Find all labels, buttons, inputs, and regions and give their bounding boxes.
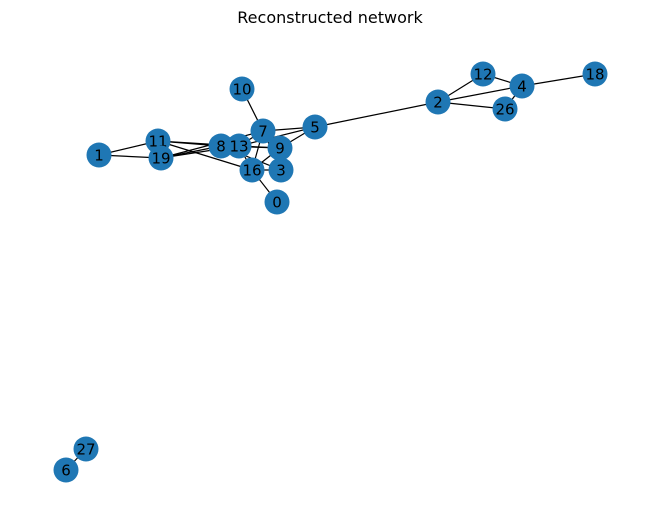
node-label-9: 9 xyxy=(275,140,285,158)
node-19: 19 xyxy=(148,145,174,171)
node-label-19: 19 xyxy=(151,150,170,168)
node-13: 13 xyxy=(226,133,252,159)
figure-title: Reconstructed network xyxy=(237,8,423,27)
node-12: 12 xyxy=(470,61,496,87)
node-circle-27 xyxy=(73,436,99,462)
node-2: 2 xyxy=(425,89,451,115)
node-circle-26 xyxy=(492,96,518,122)
node-circle-2 xyxy=(425,89,451,115)
node-label-6: 6 xyxy=(61,462,71,480)
node-8: 8 xyxy=(208,133,234,159)
edge-11-16 xyxy=(157,140,253,171)
node-circle-16 xyxy=(239,157,265,183)
edge-5-2 xyxy=(314,101,439,128)
edge-layer xyxy=(65,73,596,471)
node-label-7: 7 xyxy=(258,123,268,141)
node-circle-0 xyxy=(264,189,290,215)
node-27: 27 xyxy=(73,436,99,462)
node-3: 3 xyxy=(268,157,294,183)
node-4: 4 xyxy=(509,73,535,99)
node-circle-8 xyxy=(208,133,234,159)
node-circle-12 xyxy=(470,61,496,87)
node-circle-4 xyxy=(509,73,535,99)
node-label-26: 26 xyxy=(495,101,514,119)
node-circle-18 xyxy=(582,61,608,87)
node-circle-9 xyxy=(267,135,293,161)
node-16: 16 xyxy=(239,157,265,183)
node-label-3: 3 xyxy=(276,162,286,180)
node-label-1: 1 xyxy=(94,147,104,165)
node-circle-1 xyxy=(86,142,112,168)
node-circle-10 xyxy=(229,76,255,102)
node-26: 26 xyxy=(492,96,518,122)
node-18: 18 xyxy=(582,61,608,87)
node-label-16: 16 xyxy=(242,162,261,180)
node-circle-5 xyxy=(302,114,328,140)
node-10: 10 xyxy=(229,76,255,102)
node-label-18: 18 xyxy=(585,66,604,84)
node-label-5: 5 xyxy=(310,119,320,137)
node-1: 1 xyxy=(86,142,112,168)
node-label-2: 2 xyxy=(433,94,443,112)
node-9: 9 xyxy=(267,135,293,161)
node-6: 6 xyxy=(53,457,79,483)
node-label-10: 10 xyxy=(232,81,251,99)
node-label-27: 27 xyxy=(76,441,95,459)
node-circle-7 xyxy=(250,118,276,144)
node-label-4: 4 xyxy=(517,78,527,96)
node-label-8: 8 xyxy=(216,138,226,156)
node-label-12: 12 xyxy=(473,66,492,84)
node-5: 5 xyxy=(302,114,328,140)
node-7: 7 xyxy=(250,118,276,144)
node-label-13: 13 xyxy=(229,138,248,156)
node-0: 0 xyxy=(264,189,290,215)
edge-2-4 xyxy=(437,85,523,103)
node-circle-13 xyxy=(226,133,252,159)
node-label-0: 0 xyxy=(272,194,282,212)
node-circle-19 xyxy=(148,145,174,171)
node-circle-6 xyxy=(53,457,79,483)
node-circle-3 xyxy=(268,157,294,183)
